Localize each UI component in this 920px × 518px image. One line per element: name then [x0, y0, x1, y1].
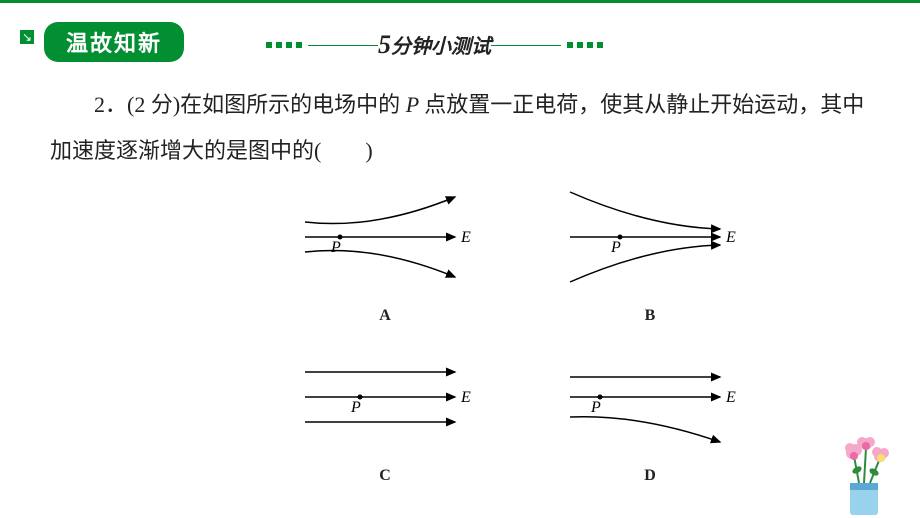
svg-text:P: P — [590, 399, 601, 416]
question-body: 2．(2 分)在如图所示的电场中的 P 点放置一正电荷，使其从静止开始运动，其中… — [0, 58, 920, 502]
diagram-label-A: A — [379, 299, 391, 333]
diagram-P-label: P — [330, 239, 341, 256]
svg-text:P: P — [610, 239, 621, 256]
title-badge: 温故知新 — [44, 22, 184, 62]
diagram-label-C: C — [379, 459, 391, 493]
diagram-label-D: D — [644, 459, 656, 493]
subtitle-num: 5 — [378, 30, 391, 59]
svg-text:E: E — [725, 389, 736, 406]
question-points: (2 分) — [127, 92, 180, 117]
question-number: 2． — [94, 92, 127, 117]
svg-text:E: E — [460, 389, 471, 406]
question-text-1: 在如图所示的电场中的 — [180, 92, 400, 117]
corner-arrow-icon: ↘ — [20, 30, 34, 44]
subtitle-text: 分钟小测试 — [391, 36, 491, 58]
svg-text:E: E — [725, 229, 736, 246]
flowers-decoration-icon — [812, 428, 912, 518]
point-P: P — [400, 92, 424, 117]
diagram-C: P E C — [275, 342, 495, 472]
diagram-B: P E B — [540, 182, 760, 312]
diagram-D: P E D — [540, 342, 760, 472]
svg-text:P: P — [350, 399, 361, 416]
header-line — [0, 0, 920, 3]
diagrams-container: P E A P E B P E — [50, 182, 870, 502]
subtitle: 5分钟小测试 — [260, 30, 880, 60]
diagram-E-label: E — [460, 229, 471, 246]
diagram-label-B: B — [645, 299, 656, 333]
diagram-A: P E A — [275, 182, 495, 312]
